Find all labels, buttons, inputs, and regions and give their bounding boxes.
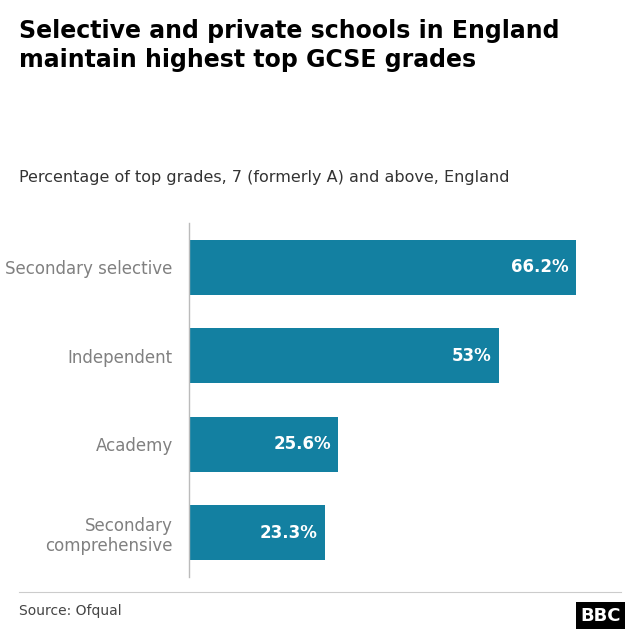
Text: 25.6%: 25.6% [274,435,332,453]
Bar [189,240,576,295]
Text: 66.2%: 66.2% [511,259,569,276]
Text: Selective and private schools in England
maintain highest top GCSE grades: Selective and private schools in England… [19,19,560,72]
Text: 53%: 53% [452,347,492,365]
Text: 23.3%: 23.3% [260,524,318,541]
Bar [189,328,499,383]
Text: BBC: BBC [580,607,621,625]
Bar [189,505,325,560]
Text: Source: Ofqual: Source: Ofqual [19,604,122,618]
Bar [189,417,339,472]
Text: Percentage of top grades, 7 (formerly A) and above, England: Percentage of top grades, 7 (formerly A)… [19,170,509,184]
